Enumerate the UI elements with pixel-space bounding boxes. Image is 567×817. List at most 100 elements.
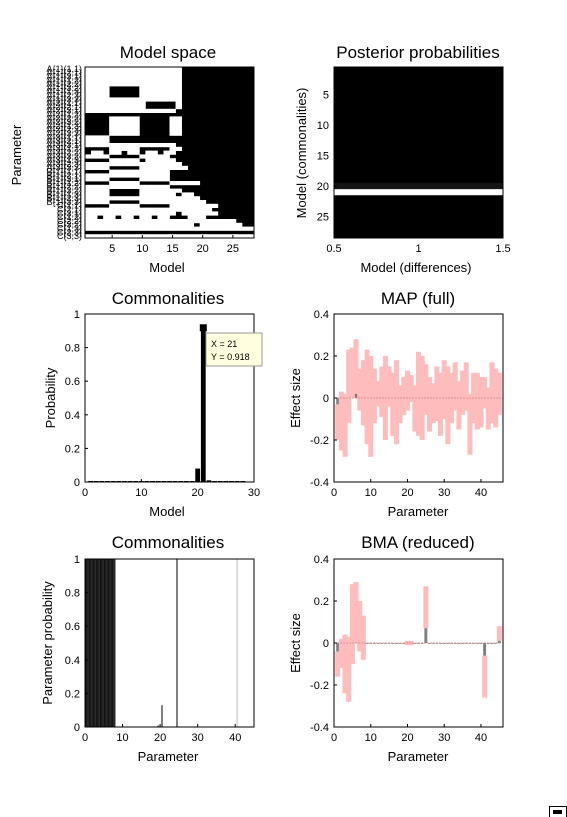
heatmap-cell [127, 207, 134, 212]
heatmap-cell [121, 82, 128, 87]
heatmap-cell [139, 74, 146, 79]
y-tick-label: A{1}(3,2) [46, 83, 82, 93]
heatmap-cell [115, 97, 122, 102]
heatmap-cell [103, 226, 110, 231]
heatmap-cell [97, 150, 104, 155]
y-tick-label: A{1}(2,2) [46, 79, 82, 89]
commonalities-param-xticks: 0 10 20 30 40 [82, 724, 241, 744]
heatmap-cell [139, 93, 146, 98]
y-tick-label: C(3,3) [57, 231, 82, 241]
heatmap-cell [169, 150, 176, 155]
figure-toolbar-toggle-icon[interactable] [549, 806, 567, 817]
heatmap-cell [133, 181, 140, 186]
heatmap-cell [169, 70, 176, 75]
heatmap-cell [133, 105, 140, 110]
bar [398, 643, 402, 644]
heatmap-cell [139, 192, 146, 197]
heatmap-cell [145, 74, 152, 79]
heatmap-cell [97, 97, 104, 102]
ci-bar [416, 351, 421, 436]
heatmap-cell [127, 97, 134, 102]
heatmap-cell [91, 97, 98, 102]
model-space-cells [85, 67, 255, 239]
heatmap-cell [103, 192, 110, 197]
heatmap-cell [175, 120, 182, 125]
heatmap-cell [133, 203, 140, 208]
y-tick-label: A{3}(2,2) [46, 148, 82, 158]
heatmap-cell [133, 146, 140, 151]
datatip-x: X = 21 [211, 339, 237, 349]
bar [402, 643, 406, 644]
xlabel-commonalities-param: Parameter [138, 749, 199, 764]
bar [206, 480, 212, 482]
heatmap-cell [121, 105, 128, 110]
heatmap-cell [151, 200, 158, 205]
heatmap-cell [151, 143, 158, 148]
heatmap-cell [109, 226, 116, 231]
heatmap-cell [115, 226, 122, 231]
ylabel-bma-reduced: Effect size [288, 613, 303, 673]
heatmap-cell [121, 143, 128, 148]
y-tick-label: A{1}(2,3) [46, 91, 82, 101]
heatmap-cell [139, 207, 146, 212]
heatmap-cell [103, 200, 110, 205]
heatmap-cell [91, 219, 98, 224]
heatmap-cell [103, 143, 110, 148]
ci-bar [360, 360, 366, 426]
heatmap-cell [145, 150, 152, 155]
heatmap-cell [127, 74, 134, 79]
datatip-marker[interactable] [199, 324, 207, 332]
heatmap-cell [223, 234, 231, 239]
bar [157, 725, 160, 727]
heatmap-cell [103, 215, 110, 220]
x-tick-label: 1.5 [495, 243, 510, 255]
heatmap-cell [139, 165, 146, 170]
heatmap-cell [115, 158, 122, 163]
heatmap-cell [241, 234, 249, 239]
heatmap-cell [151, 219, 158, 224]
heatmap-cell [109, 162, 116, 167]
bma-reduced-bars [334, 582, 503, 702]
heatmap-cell [187, 222, 195, 227]
x-tick-label: 30 [248, 487, 260, 499]
heatmap-cell [121, 70, 128, 75]
ci-bar [386, 366, 392, 407]
heatmap-cell [175, 222, 182, 227]
heatmap-cell [163, 74, 170, 79]
heatmap-cell [127, 162, 134, 167]
xlabel-model-space: Model [149, 260, 185, 275]
ci-bar [496, 626, 502, 641]
heatmap-cell [85, 177, 92, 182]
ci-bar [478, 377, 484, 428]
y-tick-label: 0.4 [65, 410, 80, 422]
commonalities-model-yticks: 0 0.2 0.4 0.6 0.8 1 [65, 309, 88, 489]
heatmap-cell [85, 67, 92, 72]
bar [472, 643, 476, 644]
heatmap-cell [127, 150, 134, 155]
bar [486, 643, 490, 644]
heatmap-cell [127, 219, 134, 224]
y-tick-label: A{1}(1,2) [46, 75, 82, 85]
heatmap-cell [187, 234, 195, 239]
x-tick-label: 30 [438, 487, 450, 499]
ci-bar [346, 349, 352, 424]
datatip-box[interactable] [205, 332, 263, 367]
heatmap-cell [163, 200, 170, 205]
bar [92, 559, 97, 727]
heatmap-cell [169, 131, 176, 136]
heatmap-cell [91, 211, 98, 216]
datatip[interactable]: X = 21 Y = 0.918 [205, 332, 263, 367]
heatmap-cell [97, 219, 104, 224]
y-tick-label: 20 [317, 181, 329, 193]
heatmap-cell [85, 78, 92, 83]
heatmap-cell [145, 188, 152, 193]
heatmap-cell [169, 74, 176, 79]
heatmap-cell [175, 127, 182, 132]
heatmap-cell [103, 93, 110, 98]
heatmap-cell [139, 70, 146, 75]
heatmap-cell [151, 222, 158, 227]
heatmap-cell [139, 222, 146, 227]
panel-map-full: MAP (full) 0 10 20 30 40 -0.4 -0.2 0 0.2 0.4 Par… [288, 289, 504, 519]
bar [417, 643, 420, 644]
